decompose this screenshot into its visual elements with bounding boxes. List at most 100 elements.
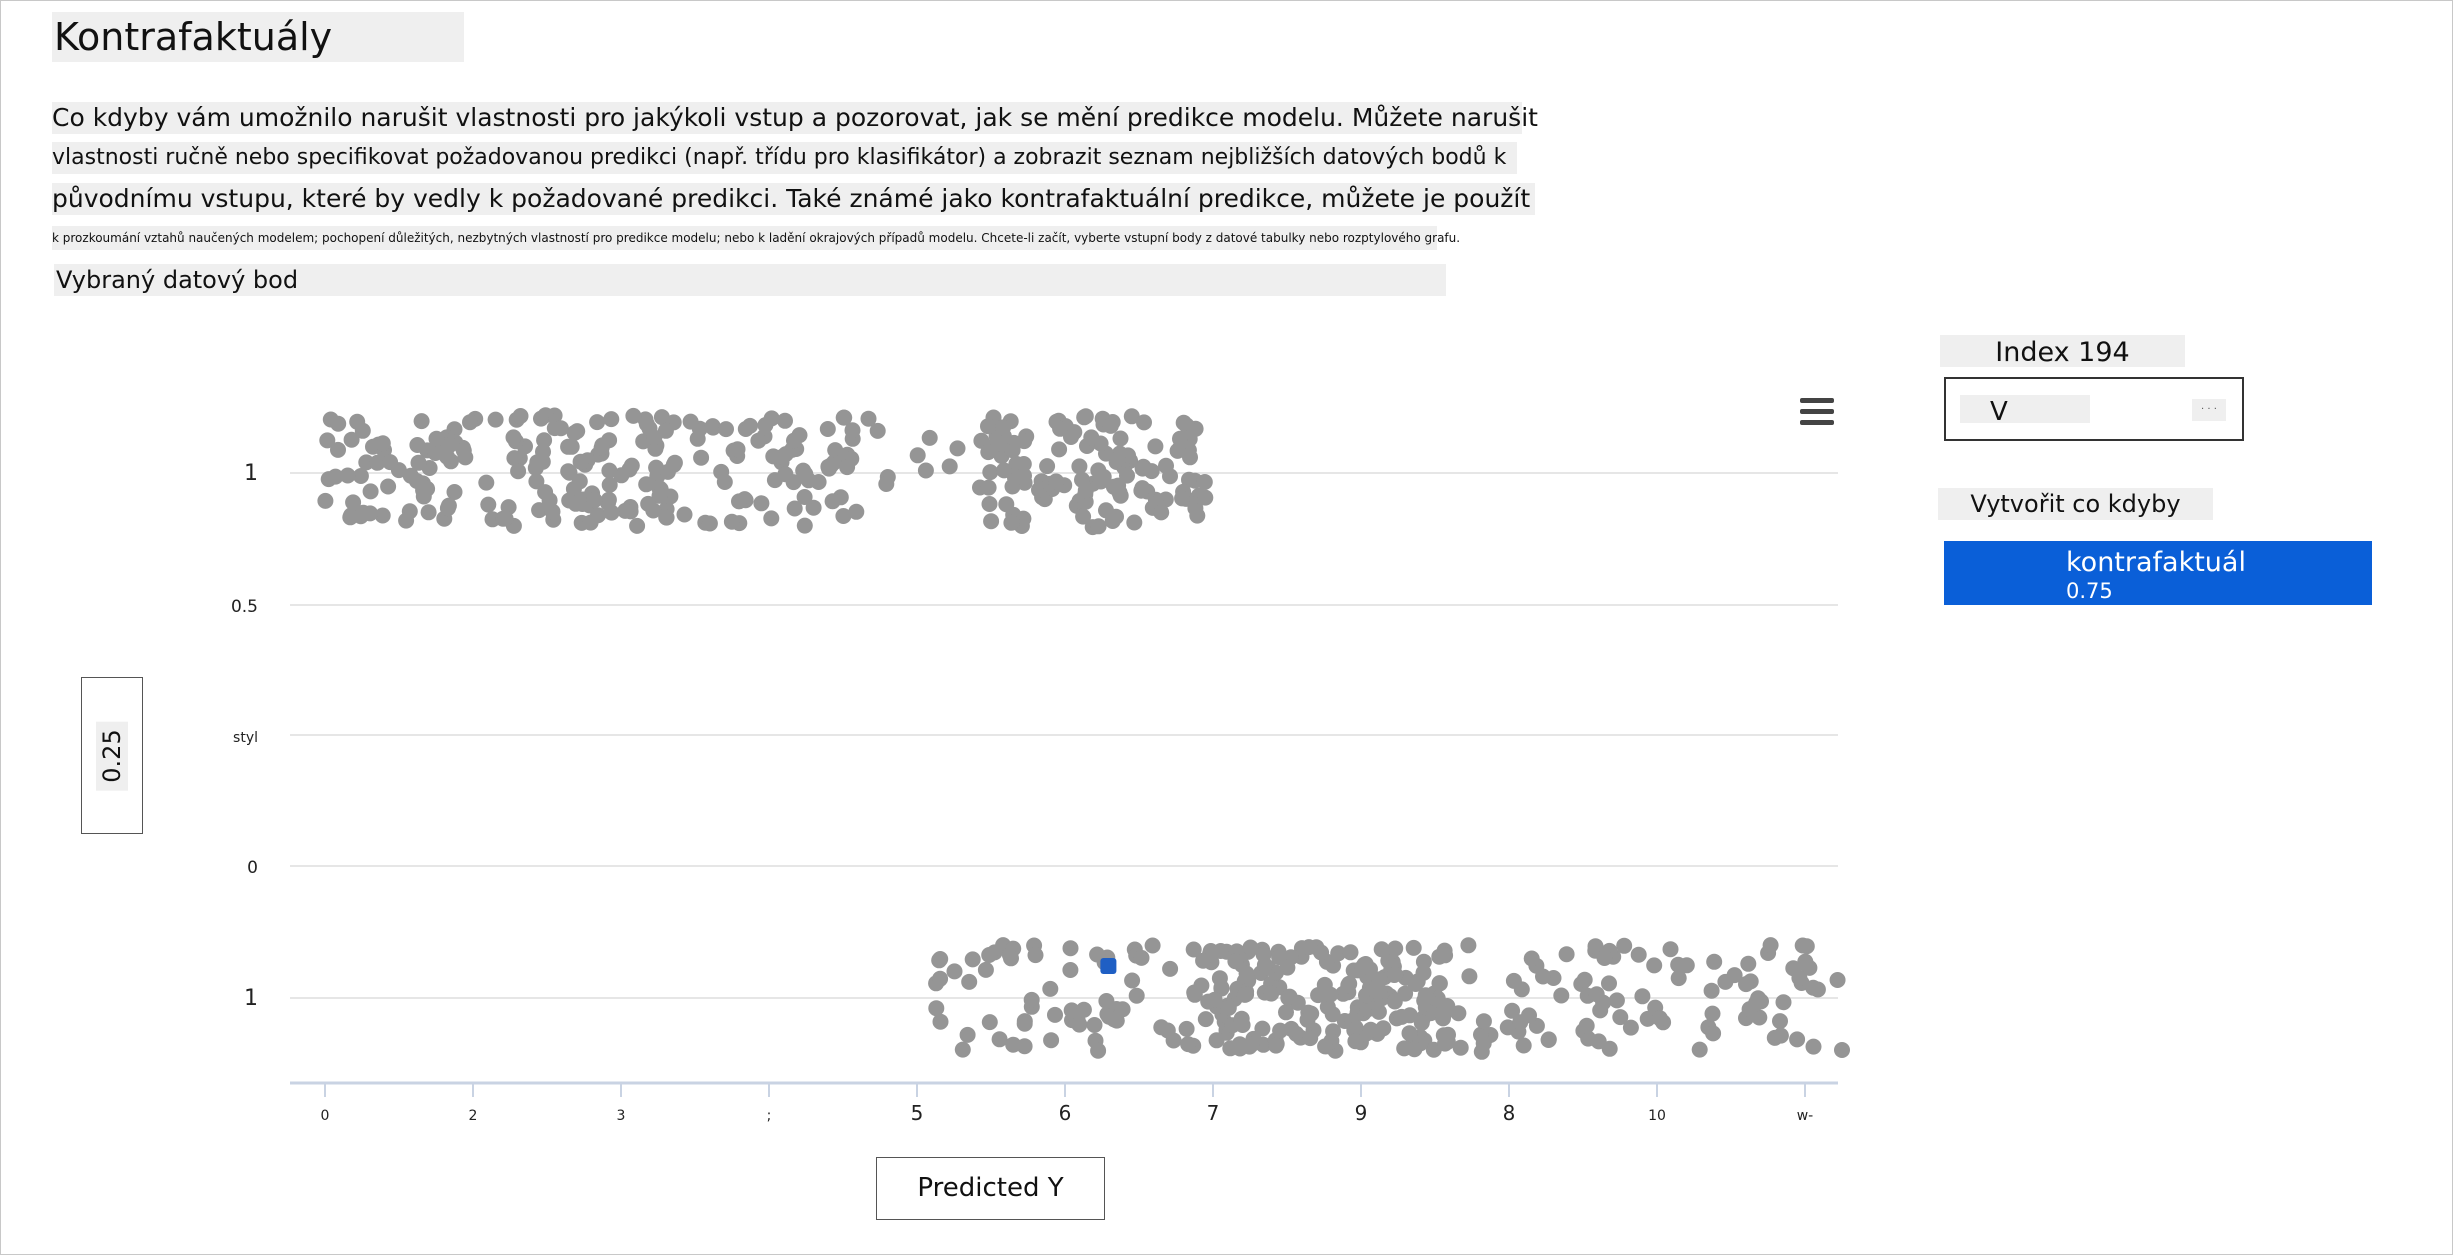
data-point[interactable]	[510, 463, 527, 480]
data-point[interactable]	[1587, 938, 1604, 955]
data-point[interactable]	[1175, 414, 1192, 431]
data-point[interactable]	[1133, 949, 1150, 966]
data-point[interactable]	[1039, 458, 1056, 475]
data-point[interactable]	[1706, 953, 1723, 970]
data-point[interactable]	[648, 459, 665, 476]
data-point[interactable]	[1362, 1021, 1379, 1038]
data-point[interactable]	[1601, 975, 1617, 992]
data-point[interactable]	[455, 442, 472, 459]
data-point[interactable]	[1075, 1001, 1092, 1018]
data-point[interactable]	[1196, 474, 1213, 490]
data-point[interactable]	[603, 411, 620, 428]
data-point[interactable]	[382, 454, 399, 471]
data-point[interactable]	[1263, 985, 1280, 1002]
data-point[interactable]	[1162, 960, 1179, 977]
data-point[interactable]	[339, 467, 356, 484]
data-point[interactable]	[1639, 1010, 1656, 1027]
data-point[interactable]	[977, 961, 994, 978]
data-point[interactable]	[462, 414, 478, 431]
data-point[interactable]	[1651, 1010, 1668, 1027]
data-point[interactable]	[1340, 977, 1357, 994]
data-point[interactable]	[676, 506, 693, 523]
data-point[interactable]	[723, 513, 740, 530]
data-point[interactable]	[1717, 973, 1734, 990]
data-point[interactable]	[603, 504, 620, 521]
data-point[interactable]	[981, 1014, 998, 1031]
data-point[interactable]	[1062, 962, 1079, 978]
data-point[interactable]	[1387, 966, 1404, 983]
data-point[interactable]	[589, 414, 606, 431]
data-point[interactable]	[629, 517, 646, 534]
data-point[interactable]	[1515, 1037, 1532, 1054]
data-point[interactable]	[1071, 458, 1088, 475]
data-point[interactable]	[909, 447, 926, 464]
data-point[interactable]	[1504, 1002, 1521, 1019]
data-point[interactable]	[402, 467, 419, 484]
data-point[interactable]	[1256, 957, 1273, 973]
data-point[interactable]	[343, 431, 360, 448]
data-point[interactable]	[689, 430, 706, 447]
data-point[interactable]	[1048, 473, 1065, 490]
data-point[interactable]	[1558, 946, 1575, 963]
data-point[interactable]	[1043, 1032, 1060, 1049]
data-point[interactable]	[1136, 414, 1152, 431]
data-point[interactable]	[497, 510, 514, 527]
data-point[interactable]	[1197, 1011, 1214, 1028]
data-point[interactable]	[1580, 1030, 1597, 1047]
data-point[interactable]	[1475, 1013, 1492, 1030]
data-point[interactable]	[1181, 471, 1197, 488]
data-point[interactable]	[796, 517, 813, 534]
data-point[interactable]	[1126, 514, 1143, 531]
data-point[interactable]	[797, 466, 814, 482]
data-point[interactable]	[1435, 1010, 1451, 1027]
data-point[interactable]	[319, 432, 336, 449]
data-point[interactable]	[1051, 441, 1068, 458]
data-point[interactable]	[1612, 1009, 1629, 1026]
data-point[interactable]	[1089, 946, 1106, 963]
data-point[interactable]	[1153, 504, 1170, 521]
data-point[interactable]	[1212, 943, 1229, 959]
data-point[interactable]	[1772, 1027, 1789, 1044]
data-point[interactable]	[1222, 1040, 1239, 1057]
data-point[interactable]	[964, 951, 981, 968]
data-point[interactable]	[317, 492, 334, 509]
data-point[interactable]	[1016, 433, 1033, 450]
selected-data-point[interactable]	[1100, 958, 1117, 974]
data-point[interactable]	[1386, 993, 1403, 1010]
data-point[interactable]	[478, 474, 495, 491]
data-point[interactable]	[1407, 976, 1424, 992]
data-point[interactable]	[1805, 1038, 1822, 1055]
data-point[interactable]	[786, 432, 802, 449]
data-point[interactable]	[774, 448, 791, 465]
data-point[interactable]	[527, 460, 544, 476]
data-point[interactable]	[651, 487, 668, 504]
data-point[interactable]	[1608, 992, 1625, 1009]
data-point[interactable]	[1186, 984, 1203, 1001]
data-point[interactable]	[1227, 953, 1244, 970]
data-point[interactable]	[1109, 451, 1126, 468]
data-point[interactable]	[1134, 480, 1151, 497]
data-point[interactable]	[1281, 988, 1298, 1005]
data-point[interactable]	[625, 407, 642, 424]
data-point[interactable]	[824, 493, 841, 510]
data-point[interactable]	[646, 429, 663, 446]
data-point[interactable]	[928, 1000, 945, 1017]
data-point[interactable]	[1375, 1020, 1392, 1037]
data-point[interactable]	[1302, 1030, 1319, 1047]
data-point[interactable]	[1200, 993, 1217, 1010]
data-point[interactable]	[1523, 950, 1540, 967]
data-point[interactable]	[1431, 975, 1448, 992]
data-point[interactable]	[666, 454, 683, 471]
data-point[interactable]	[1401, 1025, 1418, 1042]
data-point[interactable]	[1114, 1001, 1131, 1018]
data-point[interactable]	[552, 420, 569, 437]
data-point[interactable]	[415, 488, 432, 505]
data-point[interactable]	[1077, 493, 1094, 510]
datapoint-dropdown[interactable]: V · · ·	[1944, 377, 2244, 441]
data-point[interactable]	[980, 479, 997, 496]
data-point[interactable]	[981, 947, 998, 963]
data-point[interactable]	[1242, 939, 1259, 956]
data-point[interactable]	[995, 419, 1012, 436]
data-point[interactable]	[330, 415, 347, 432]
data-point[interactable]	[1159, 1022, 1176, 1039]
